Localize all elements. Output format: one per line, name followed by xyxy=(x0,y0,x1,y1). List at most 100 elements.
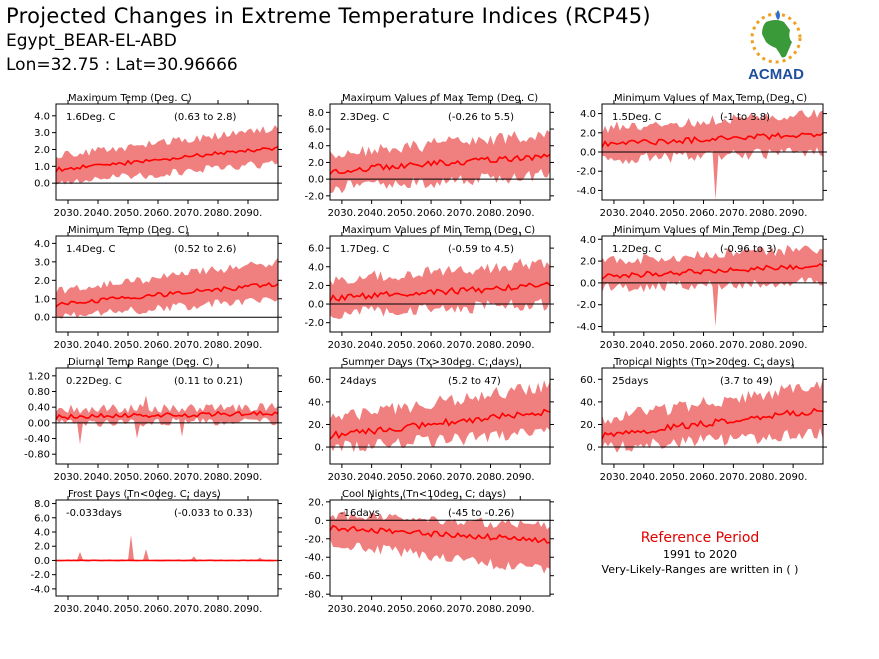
change-summary: 25days xyxy=(612,376,648,387)
x-tick-label: 2050. xyxy=(114,208,143,219)
x-tick-label: 2040. xyxy=(629,208,658,219)
y-tick-label: 6.0 xyxy=(308,244,324,255)
x-tick-label: 2060. xyxy=(689,340,718,351)
likely-range-band xyxy=(56,395,278,444)
y-tick-label: -2.0 xyxy=(304,191,324,202)
chart-panel-11: 20. 0. -20. -40. -60. -80. 2030. 2040. 2050. 2060… xyxy=(304,489,554,615)
y-tick-label: 0.0 xyxy=(580,148,596,159)
x-tick-label: 2070. xyxy=(719,208,748,219)
x-tick-label: 2090. xyxy=(779,472,808,483)
x-tick-label: 2060. xyxy=(417,208,446,219)
y-tick-label: 40. xyxy=(308,397,324,408)
x-tick-label: 2090. xyxy=(779,340,808,351)
y-tick-label: -60. xyxy=(304,571,324,582)
chart-panel-2: 8.06.04.02.00.0-2.02030. 2040. 2050. 2060. 2… xyxy=(304,93,554,219)
y-tick-label: 0. xyxy=(586,443,596,454)
x-tick-label: 2090. xyxy=(234,472,263,483)
x-tick-label: 2070. xyxy=(719,340,748,351)
change-summary: 0.22Deg. C xyxy=(66,376,122,387)
likely-range-label: (-0.59 to 4.5) xyxy=(448,244,514,255)
x-tick-label: 2030. xyxy=(328,604,357,615)
x-tick-label: 2040. xyxy=(629,340,658,351)
x-tick-label: 2090. xyxy=(234,208,263,219)
y-tick-label: -20. xyxy=(304,534,324,545)
likely-range-label: (0.11 to 0.21) xyxy=(174,376,243,387)
x-tick-label: 2070. xyxy=(446,472,475,483)
chart-panel-6: 4.02.00.0-2.0-4.02030. 2040. 2050. 2060. 207… xyxy=(576,225,827,351)
likely-range-band xyxy=(602,245,823,327)
chart-panel-5: 6.0 4.0 2.0 0.0 -2.0 2030. 2040. 2050. 2060. 2070… xyxy=(304,225,554,351)
likely-range-label: (-0.033 to 0.33) xyxy=(174,508,253,519)
x-tick-label: 2030. xyxy=(54,472,83,483)
chart-title: Maximum Temp (Deg. C) xyxy=(68,93,192,104)
likely-range-label: (5.2 to 47) xyxy=(448,376,501,387)
x-tick-label: 2080. xyxy=(749,472,778,483)
likely-range-label: (-0.26 to 5.5) xyxy=(448,112,514,123)
x-tick-label: 2080. xyxy=(204,472,233,483)
y-tick-label: 3.0 xyxy=(34,128,50,139)
y-tick-label: 2.0 xyxy=(34,145,50,156)
x-tick-label: 2090. xyxy=(234,604,263,615)
change-summary: 1.6Deg. C xyxy=(66,112,115,123)
x-tick-label: 2040. xyxy=(357,340,386,351)
reference-period-title: Reference Period xyxy=(600,530,800,546)
x-tick-label: 2030. xyxy=(54,604,83,615)
x-tick-label: 2060. xyxy=(417,340,446,351)
x-tick-label: 2090. xyxy=(506,472,535,483)
y-tick-label: 0.0 xyxy=(308,300,324,311)
y-tick-label: -0.80 xyxy=(24,450,50,461)
y-tick-label: 6.0 xyxy=(308,125,324,136)
y-tick-label: -4.0 xyxy=(30,584,50,595)
x-tick-label: 2070. xyxy=(719,472,748,483)
y-tick-label: 20. xyxy=(308,497,324,508)
x-tick-label: 2060. xyxy=(689,208,718,219)
x-tick-label: 2060. xyxy=(144,472,173,483)
x-tick-label: 2070. xyxy=(174,340,203,351)
x-tick-label: 2030. xyxy=(600,208,629,219)
x-tick-label: 2040. xyxy=(357,472,386,483)
x-tick-label: 2090. xyxy=(779,208,808,219)
change-summary: 1.4Deg. C xyxy=(66,244,115,255)
likely-range-band xyxy=(56,258,278,319)
x-tick-label: 2060. xyxy=(417,604,446,615)
likely-range-band xyxy=(330,130,550,193)
chart-title: Tropical Nights (Tn>20deg. C; days) xyxy=(613,357,794,368)
likely-range-label: (0.63 to 2.8) xyxy=(174,112,236,123)
x-tick-label: 2090. xyxy=(234,340,263,351)
y-tick-label: 0.0 xyxy=(34,556,50,567)
chart-panel-8: 60. 40. 20. 0. 2030. 2040. 2050. 2060. 2070. 2080… xyxy=(308,357,554,483)
y-tick-label: 4.0 xyxy=(34,111,50,122)
x-tick-label: 2070. xyxy=(174,208,203,219)
x-tick-label: 2040. xyxy=(357,604,386,615)
chart-panel-10: 8.06.04.02.00.0-2.0-4.02030. 2040. 2050. 20… xyxy=(30,489,282,615)
x-tick-label: 2070. xyxy=(446,604,475,615)
y-tick-label: 0.80 xyxy=(28,387,50,398)
x-tick-label: 2040. xyxy=(84,208,113,219)
x-tick-label: 2040. xyxy=(84,604,113,615)
reference-range-note: Very-Likely-Ranges are written in ( ) xyxy=(580,563,820,576)
y-tick-label: 0.0 xyxy=(34,179,50,190)
y-tick-label: 20. xyxy=(308,420,324,431)
y-tick-label: 2.0 xyxy=(580,128,596,139)
x-tick-label: 2070. xyxy=(446,208,475,219)
reference-period-years: 1991 to 2020 xyxy=(600,548,800,561)
change-summary: 1.5Deg. C xyxy=(612,112,661,123)
x-tick-label: 2050. xyxy=(659,208,688,219)
chart-title: Diurnal Temp Range (Deg. C) xyxy=(68,357,213,368)
y-tick-label: -80. xyxy=(304,590,324,601)
change-summary: 24days xyxy=(340,376,376,387)
y-tick-label: 3.0 xyxy=(34,257,50,268)
change-summary: -0.033days xyxy=(66,508,122,519)
x-tick-label: 2060. xyxy=(417,472,446,483)
likely-range-label: (0.52 to 2.6) xyxy=(174,244,236,255)
y-tick-label: 60. xyxy=(580,375,596,386)
y-tick-label: 8.0 xyxy=(34,499,50,510)
chart-title: Maximum Values of Min Temp (Deg. C) xyxy=(342,225,535,236)
x-tick-label: 2040. xyxy=(84,340,113,351)
chart-title: Cool Nights (Tn<10deg. C; days) xyxy=(342,489,506,500)
likely-range-band xyxy=(56,535,278,561)
x-tick-label: 2070. xyxy=(174,472,203,483)
x-tick-label: 2030. xyxy=(328,472,357,483)
x-tick-label: 2030. xyxy=(328,340,357,351)
chart-panel-7: 1.20 0.80 0.40 0.00 -0.40 -0.80 2030. 2040. 2050… xyxy=(24,357,282,483)
